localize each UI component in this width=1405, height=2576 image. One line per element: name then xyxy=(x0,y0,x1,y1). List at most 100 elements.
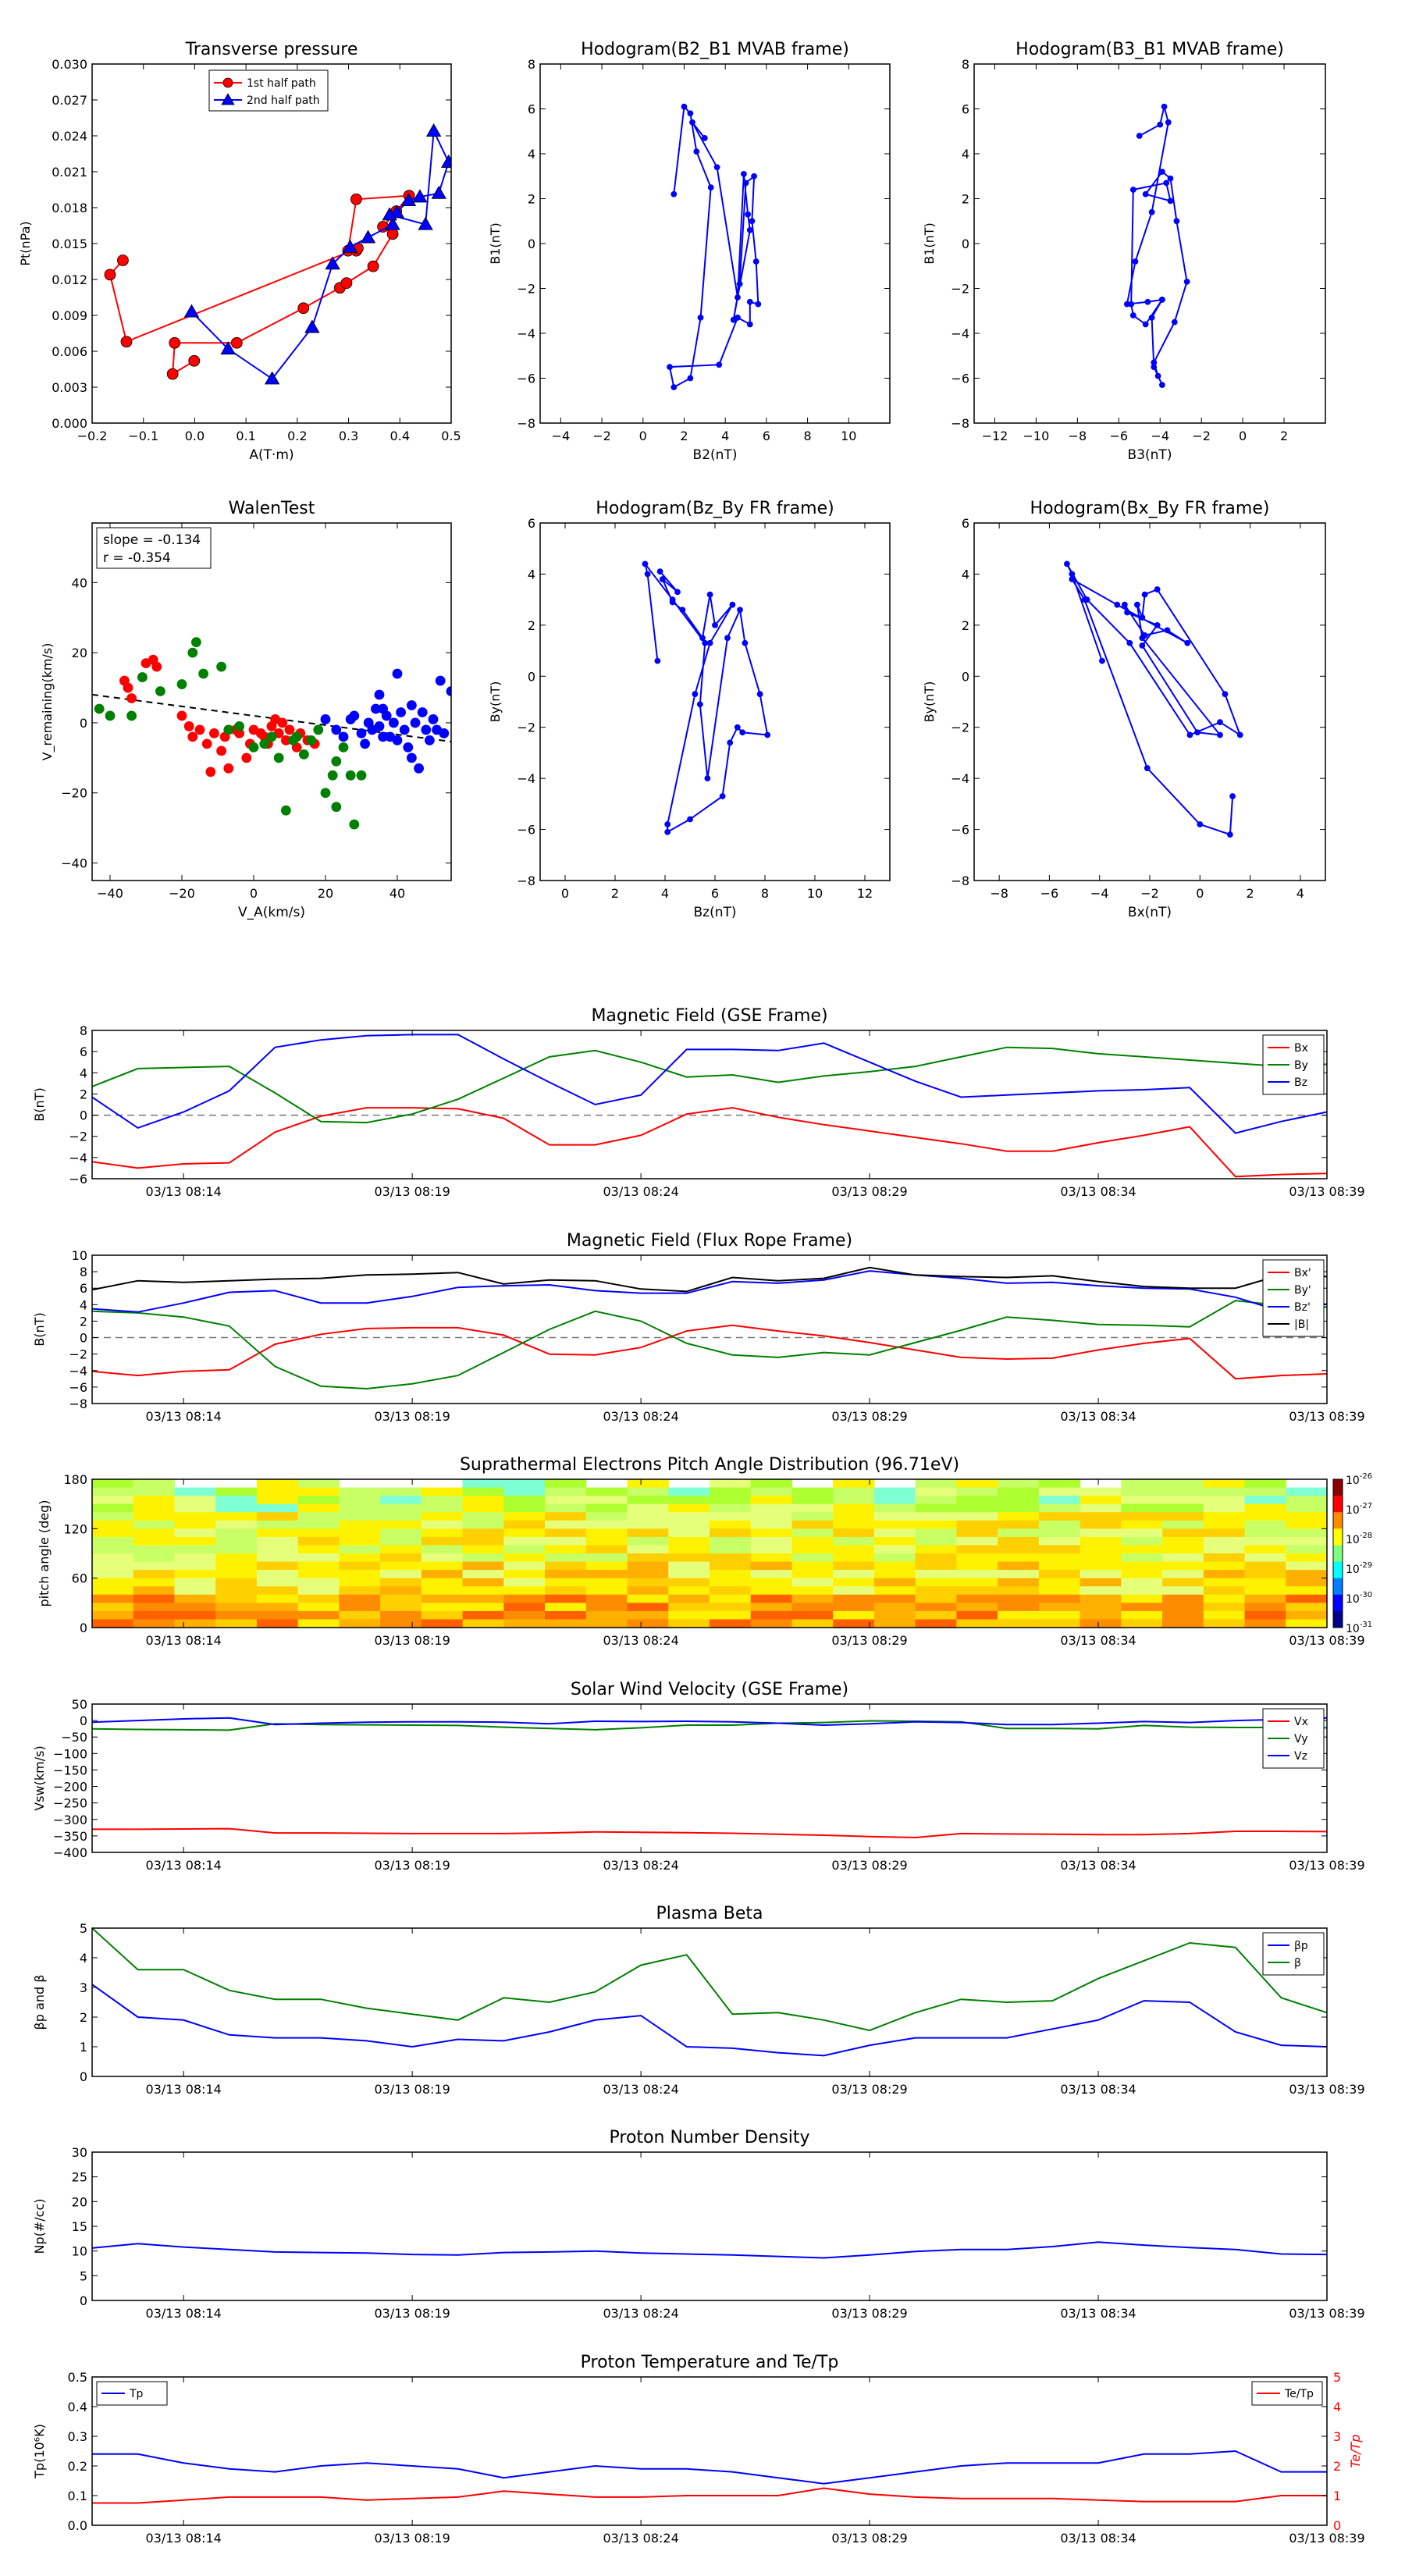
heatmap-cell xyxy=(750,1610,793,1621)
heatmap-cell xyxy=(915,1528,957,1538)
heatmap-cell xyxy=(1038,1496,1081,1505)
heatmap-cell xyxy=(297,1561,340,1571)
data-point xyxy=(331,802,342,813)
heatmap-cell xyxy=(1121,1536,1163,1546)
heatmap-cell xyxy=(915,1487,957,1496)
data-point xyxy=(331,756,342,767)
heatmap-cell xyxy=(215,1496,258,1505)
x-tick-label: −6 xyxy=(1109,429,1128,443)
heatmap-cell xyxy=(462,1479,504,1489)
data-point xyxy=(1229,793,1236,799)
x-tick-label: 2 xyxy=(611,886,619,901)
data-point xyxy=(740,170,747,177)
heatmap-cell xyxy=(1244,1561,1286,1571)
x-tick-label: 03/13 08:39 xyxy=(1289,1858,1364,1873)
y-tick-label: 25 xyxy=(72,2170,87,2185)
legend-label: Bz' xyxy=(1294,1301,1311,1314)
data-point xyxy=(223,724,234,735)
heatmap-cell xyxy=(133,1603,176,1612)
x-tick-label: 8 xyxy=(761,886,769,901)
data-point xyxy=(1157,121,1164,128)
legend-label: Vy xyxy=(1294,1733,1308,1745)
heatmap-cell xyxy=(256,1561,299,1571)
x-tick-label: 03/13 08:14 xyxy=(146,1409,222,1424)
data-point xyxy=(669,599,676,606)
heatmap-cell xyxy=(215,1528,258,1538)
heatmap-cell xyxy=(174,1520,216,1529)
x-tick-label: 2 xyxy=(680,429,688,443)
legend-label: Vx xyxy=(1294,1716,1308,1728)
data-point xyxy=(356,770,367,781)
legend-box xyxy=(1251,2381,1323,2406)
heatmap-cell xyxy=(1080,1619,1122,1628)
chart-title: Hodogram(B3_B1 MVAB frame) xyxy=(1016,40,1284,59)
heatmap-cell xyxy=(873,1536,916,1546)
heatmap-cell xyxy=(1203,1487,1246,1496)
y-tick-label: 0 xyxy=(80,1621,87,1635)
heatmap-cell xyxy=(833,1496,875,1505)
y-tick-label: 0 xyxy=(80,1108,87,1123)
data-point xyxy=(297,302,310,315)
heatmap-cell xyxy=(873,1586,916,1596)
x-tick-label: 03/13 08:34 xyxy=(1060,1409,1136,1424)
heatmap-cell xyxy=(1121,1603,1163,1612)
heatmap-cell xyxy=(339,1619,381,1628)
heatmap-cell xyxy=(710,1570,752,1579)
heatmap-cell xyxy=(750,1512,793,1521)
data-point xyxy=(1226,831,1233,838)
heatmap-cell xyxy=(297,1603,340,1612)
data-point xyxy=(241,753,252,763)
heatmap-cell xyxy=(833,1528,875,1538)
heatmap-cell xyxy=(256,1570,299,1579)
data-point xyxy=(1154,372,1161,379)
series-line xyxy=(91,2241,1328,2259)
heatmap-cell xyxy=(503,1512,546,1521)
heatmap-cell xyxy=(174,1528,216,1538)
data-point xyxy=(439,728,450,738)
heatmap-cell xyxy=(421,1496,464,1505)
y-tick-label: 2 xyxy=(962,192,969,207)
data-point xyxy=(117,254,129,266)
data-point xyxy=(259,738,270,749)
heatmap-cell xyxy=(998,1610,1040,1621)
y-tick-label: 5 xyxy=(80,2268,87,2283)
y-tick-label: −250 xyxy=(53,1796,87,1811)
heatmap-cell xyxy=(380,1570,422,1579)
heatmap-cell xyxy=(956,1528,998,1538)
heatmap-cell xyxy=(791,1520,834,1529)
heatmap-cell xyxy=(791,1528,834,1538)
heatmap-cell xyxy=(668,1536,710,1546)
heatmap-cell xyxy=(710,1586,752,1596)
proton-temperature-frame xyxy=(91,2376,1328,2526)
heatmap-cell xyxy=(873,1553,916,1563)
x-tick-label: −0.2 xyxy=(77,429,108,443)
proton-temperature-panel: 0.0 0.1 0.2 0.3 0.4 0.5 03/13 08:14 03/13 08:19… xyxy=(32,2353,1365,2546)
colorbar-segment xyxy=(1333,1512,1343,1529)
heatmap-cell xyxy=(791,1570,834,1579)
data-point xyxy=(749,218,756,225)
heatmap-cell xyxy=(380,1528,422,1538)
data-point xyxy=(120,336,133,348)
heatmap-cell xyxy=(1038,1570,1081,1579)
data-point xyxy=(729,601,736,608)
data-point xyxy=(713,164,720,171)
y-tick-label: −6 xyxy=(517,823,535,838)
heatmap-cell xyxy=(215,1503,258,1513)
data-point xyxy=(320,714,331,724)
heatmap-cell xyxy=(339,1536,381,1546)
heatmap-cell xyxy=(1162,1594,1204,1603)
heatmap-cell xyxy=(915,1561,957,1571)
data-point xyxy=(338,742,349,753)
data-point xyxy=(679,607,686,614)
legend-label: By xyxy=(1294,1059,1308,1072)
heatmap-cell xyxy=(873,1487,916,1496)
heatmap-cell xyxy=(1286,1545,1328,1554)
heatmap-cell xyxy=(297,1553,340,1563)
data-point xyxy=(706,639,713,646)
data-point xyxy=(374,689,385,700)
x-tick-label: 03/13 08:39 xyxy=(1289,2306,1364,2321)
chart-title: WalenTest xyxy=(229,499,315,518)
x-tick-label: −10 xyxy=(1023,429,1050,443)
heatmap-cell xyxy=(380,1503,422,1513)
series--b- xyxy=(91,1266,1328,1293)
